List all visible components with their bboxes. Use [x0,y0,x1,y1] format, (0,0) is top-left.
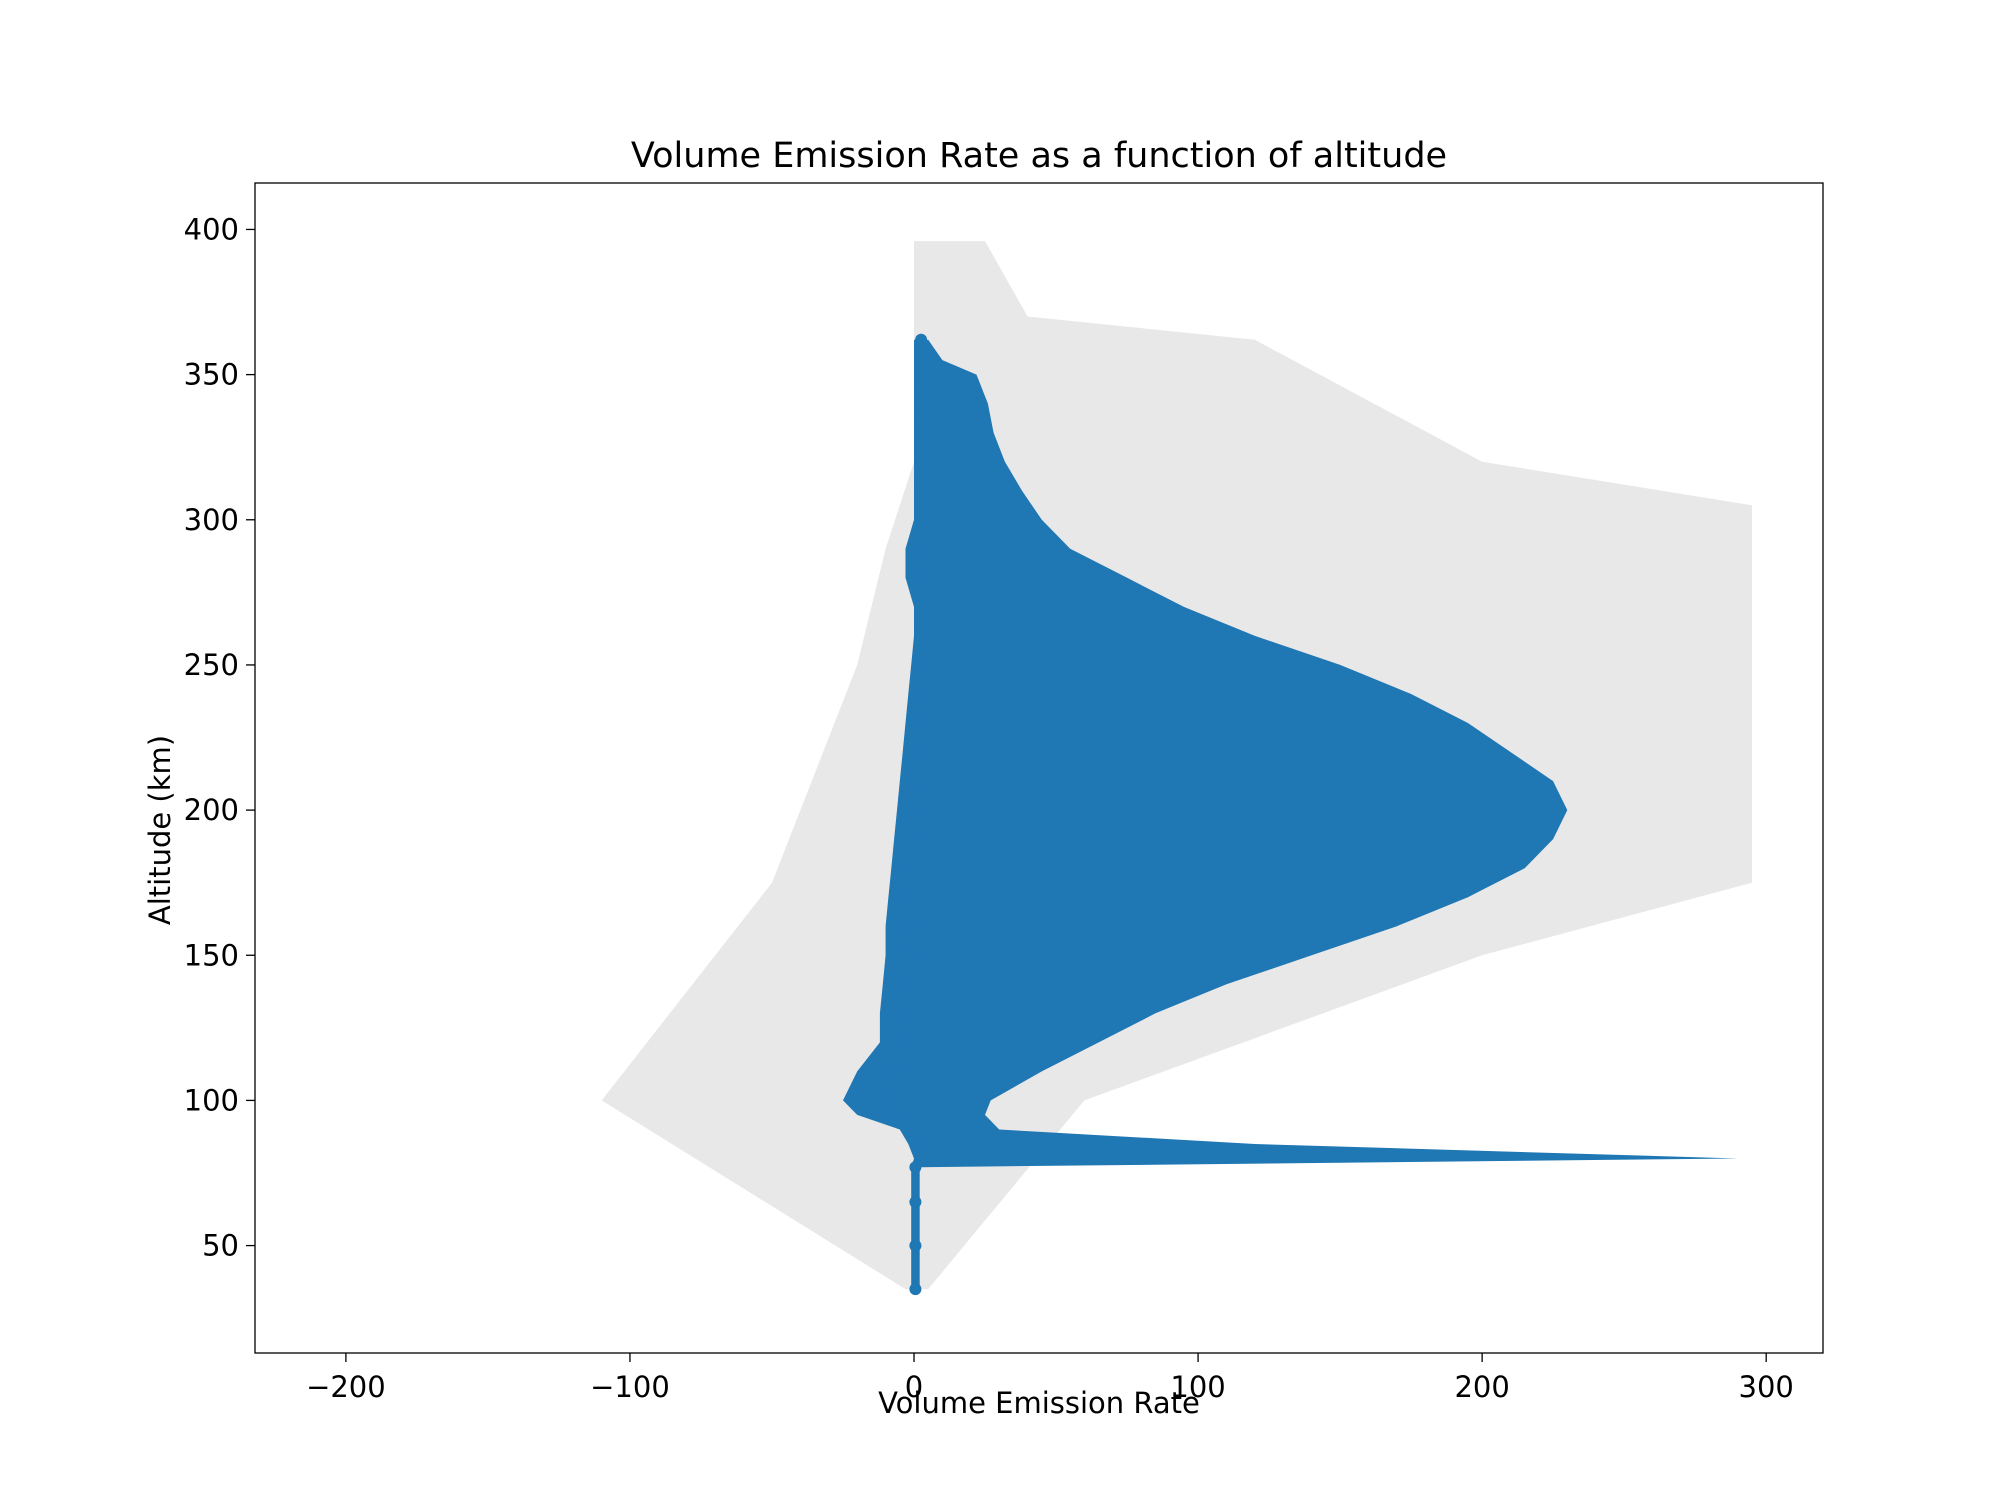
scatter-point [905,833,918,846]
x-tick-label: 300 [1739,1370,1794,1404]
chart-title: Volume Emission Rate as a function of al… [630,136,1448,176]
scatter-point [908,775,920,788]
scatter-point [915,600,928,613]
scatter-point [900,920,913,933]
y-tick-label: 250 [184,648,239,682]
scatter-point [912,688,925,700]
scatter-point [908,1123,920,1136]
scatter-point [913,658,926,671]
scatter-point [910,571,923,584]
scatter-point [915,397,928,410]
blue-scatter-envelope [843,339,1738,1290]
y-tick-label: 200 [184,793,239,827]
scatter-point [903,862,916,875]
x-axis-label: Volume Emission Rate [878,1386,1200,1420]
scatter-point [886,1108,899,1121]
scatter-point [915,1152,928,1165]
blue-scatter-series [843,333,1738,1296]
scatter-point [899,978,912,991]
y-tick-label: 300 [184,503,239,537]
y-tick-label: 100 [184,1083,239,1117]
x-tick-label: 0 [905,1370,923,1404]
y-tick-label: 50 [202,1229,239,1263]
scatter-point [900,949,913,962]
scatter-point [915,368,928,381]
scatter-point [910,542,923,555]
y-tick-label: 350 [184,358,239,392]
scatter-point [915,426,928,439]
scatter-point [902,891,915,904]
scatter-point [915,333,928,346]
scatter-point [886,1065,899,1078]
scatter-point [898,1007,911,1020]
scatter-point [909,1239,922,1252]
scatter-point [915,354,928,367]
y-axis-label: Altitude (km) [143,734,177,926]
scatter-point [910,717,923,729]
scatter-point [915,513,928,526]
x-tick-label: 200 [1454,1370,1509,1404]
x-tick-label: 100 [1170,1370,1225,1404]
scatter-point [915,629,928,642]
scatter-point [909,1161,922,1174]
plot-area-frame [254,182,1824,1354]
scatter-point [909,1283,922,1296]
scatter-point [915,484,928,497]
scatter-point [909,746,922,758]
scatter-point [909,1196,922,1208]
scatter-point [912,1138,925,1150]
x-tick-label: −100 [590,1370,670,1404]
y-axis-ticks: 50 100 150 200 250 300 350 400 [184,212,255,1263]
x-axis-ticks: −200 −100 0 100 200 300 [306,1353,1794,1404]
scatter-point [906,804,919,817]
scatter-point [898,1036,911,1049]
x-tick-label: −200 [306,1370,386,1404]
scatter-point [879,1094,892,1107]
scatter-point [915,455,928,468]
y-tick-label: 150 [184,938,239,972]
y-tick-label: 400 [184,212,239,246]
